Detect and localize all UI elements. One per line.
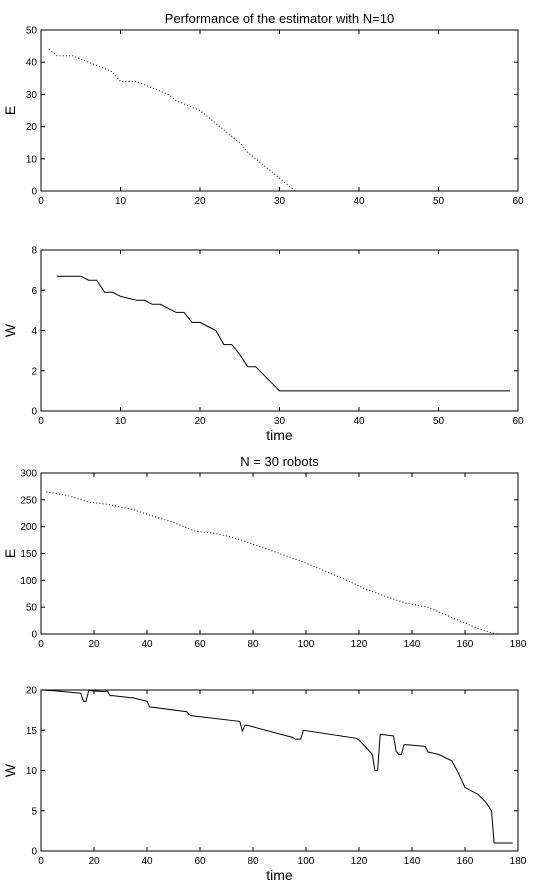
y-axis-label: E bbox=[2, 106, 18, 115]
x-tick-label: 10 bbox=[115, 196, 127, 207]
x-tick-label: 60 bbox=[512, 196, 524, 207]
y-tick-label: 10 bbox=[26, 766, 38, 777]
x-tick-label: 50 bbox=[433, 196, 445, 207]
x-tick-label: 140 bbox=[404, 856, 421, 867]
y-axis-label: E bbox=[2, 549, 18, 558]
y-tick-label: 15 bbox=[26, 726, 38, 737]
x-axis-label: time bbox=[266, 867, 293, 881]
x-tick-label: 60 bbox=[194, 856, 206, 867]
y-tick-label: 30 bbox=[26, 90, 38, 101]
y-tick-label: 100 bbox=[20, 576, 37, 587]
x-tick-label: 0 bbox=[38, 639, 44, 650]
plot-frame bbox=[40, 29, 519, 192]
x-tick-label: 50 bbox=[433, 416, 445, 427]
x-tick-label: 0 bbox=[38, 196, 44, 207]
plot-frame bbox=[40, 249, 519, 412]
y-tick-label: 5 bbox=[31, 806, 37, 817]
x-tick-label: 30 bbox=[274, 416, 286, 427]
y-tick-label: 250 bbox=[20, 495, 37, 506]
y-tick-label: 0 bbox=[31, 187, 37, 198]
y-tick-label: 150 bbox=[20, 549, 37, 560]
x-tick-label: 60 bbox=[194, 639, 206, 650]
x-tick-label: 40 bbox=[141, 639, 153, 650]
x-tick-label: 10 bbox=[115, 416, 127, 427]
x-tick-label: 30 bbox=[274, 196, 286, 207]
x-tick-label: 80 bbox=[247, 639, 259, 650]
x-tick-label: 20 bbox=[194, 416, 206, 427]
y-tick-label: 0 bbox=[31, 847, 37, 858]
x-tick-label: 120 bbox=[351, 639, 368, 650]
y-tick-label: 0 bbox=[31, 407, 37, 418]
y-tick-label: 4 bbox=[31, 326, 37, 337]
x-tick-label: 40 bbox=[353, 196, 365, 207]
x-tick-label: 40 bbox=[141, 856, 153, 867]
plot-frame bbox=[40, 472, 519, 635]
y-tick-label: 300 bbox=[20, 469, 37, 480]
series-line bbox=[46, 491, 497, 635]
y-tick-label: 8 bbox=[31, 246, 37, 257]
x-tick-label: 20 bbox=[194, 196, 206, 207]
x-tick-label: 180 bbox=[510, 639, 527, 650]
series-line bbox=[56, 275, 510, 392]
x-tick-label: 20 bbox=[88, 639, 100, 650]
x-tick-label: 80 bbox=[247, 856, 259, 867]
y-tick-label: 40 bbox=[26, 58, 38, 69]
y-tick-label: 0 bbox=[31, 630, 37, 641]
x-tick-label: 0 bbox=[38, 856, 44, 867]
x-tick-label: 40 bbox=[353, 416, 365, 427]
x-tick-label: 0 bbox=[38, 416, 44, 427]
x-tick-label: 60 bbox=[512, 416, 524, 427]
chart-title: Performance of the estimator with N=10 bbox=[165, 11, 394, 26]
series-line bbox=[40, 689, 513, 844]
y-tick-label: 50 bbox=[26, 26, 38, 37]
y-tick-label: 50 bbox=[26, 603, 38, 614]
chart-title: N = 30 robots bbox=[240, 454, 319, 469]
x-tick-label: 140 bbox=[404, 639, 421, 650]
y-tick-label: 6 bbox=[31, 286, 37, 297]
x-tick-label: 100 bbox=[298, 856, 315, 867]
x-tick-label: 100 bbox=[298, 639, 315, 650]
x-tick-label: 120 bbox=[351, 856, 368, 867]
x-tick-label: 180 bbox=[510, 856, 527, 867]
y-axis-label: W bbox=[2, 323, 18, 337]
y-tick-label: 20 bbox=[26, 686, 38, 697]
x-tick-label: 20 bbox=[88, 856, 100, 867]
series-line bbox=[48, 48, 296, 192]
y-tick-label: 10 bbox=[26, 154, 38, 165]
x-tick-label: 160 bbox=[457, 856, 474, 867]
y-axis-label: W bbox=[2, 763, 18, 777]
y-tick-label: 20 bbox=[26, 122, 38, 133]
x-axis-label: time bbox=[266, 427, 293, 443]
x-tick-label: 160 bbox=[457, 639, 474, 650]
y-tick-label: 2 bbox=[31, 366, 37, 377]
plot-frame bbox=[40, 689, 519, 852]
y-tick-label: 200 bbox=[20, 522, 37, 533]
